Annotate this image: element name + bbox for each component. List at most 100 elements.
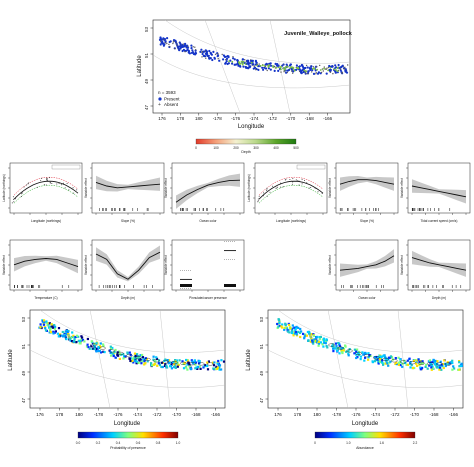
probability-map-x-ticks: 176 178 180 -178 -176 -174 -172 -170 -168 -166: [36, 408, 220, 417]
abundance-cell: [436, 360, 439, 363]
panel-ylabel: Variable effect: [84, 178, 88, 198]
island-point: [284, 66, 287, 69]
island-point: [329, 66, 332, 69]
absent-point: [214, 53, 217, 55]
data-point: [73, 192, 75, 194]
island-point: [319, 69, 322, 71]
abundance-cell: [335, 349, 339, 352]
abundance-cell: [378, 358, 382, 361]
probability-cell: [109, 347, 113, 350]
abundance-cell: [297, 326, 300, 329]
data-point: [12, 196, 14, 198]
abundance-cell: [371, 361, 374, 364]
present-point: [312, 72, 316, 75]
island-point: [305, 70, 307, 73]
present-point: [205, 52, 208, 55]
probability-cell: [202, 366, 205, 369]
probability-colorbar-label: Probability of presence: [110, 446, 146, 450]
depth-colorbar-ticks: 0 100 200 300 400 500: [195, 146, 299, 150]
map-x-tick-label: 176: [36, 412, 44, 417]
probability-cell: [74, 335, 77, 339]
probability-cell: [188, 363, 191, 366]
absent-point: [283, 71, 285, 73]
panel-xlabel: Longitude (northings): [276, 219, 306, 223]
map-y-tick-label: 53: [259, 317, 264, 323]
present-point: [205, 50, 209, 53]
abundance-cell: [411, 366, 414, 370]
present-point: [216, 55, 219, 58]
probability-cell: [90, 340, 93, 343]
depth-colorbar-tick-label: 0: [195, 146, 197, 150]
partial-effect-panel: Slope (%) Variable effect: [328, 162, 399, 223]
map-x-tick-label: -166: [449, 412, 459, 417]
abundance-cell: [451, 361, 454, 365]
abundance-cell: [432, 359, 435, 362]
island-point: [286, 65, 288, 68]
probability-cell: [97, 346, 100, 349]
abundance-cell: [397, 356, 400, 359]
probability-cell: [114, 348, 117, 352]
abundance-cell: [340, 349, 343, 352]
present-point: [226, 62, 229, 66]
probability-cell: [56, 332, 59, 335]
partial-effect-panel: Slope (%) Variable effect: [84, 162, 165, 223]
probability-cell: [160, 361, 163, 364]
abundance-cell: [442, 363, 445, 366]
abundance-cell: [291, 324, 294, 327]
abundance-cell: [387, 364, 390, 367]
abundance-cell: [323, 341, 326, 344]
abundance-cell: [347, 354, 350, 357]
probability-cell: [174, 366, 177, 369]
abundance-cell: [449, 361, 452, 364]
smooth-line: [13, 180, 79, 200]
present-point: [254, 59, 257, 63]
abundance-cell: [399, 364, 402, 367]
data-point: [266, 195, 268, 197]
abundance-cell: [452, 365, 455, 368]
colorbar-tick-label: 0.4: [116, 441, 121, 445]
present-point: [241, 58, 244, 61]
legend-absent-marker: +: [158, 102, 161, 108]
present-point: [159, 36, 162, 39]
probability-cell: [157, 359, 161, 362]
abundance-cell: [305, 334, 308, 337]
present-point: [207, 54, 210, 57]
abundance-cell: [292, 334, 295, 337]
island-point: [263, 65, 266, 67]
island-point: [333, 68, 336, 71]
panel-xlabel: Ocean color: [358, 296, 376, 300]
abundance-cell: [337, 341, 340, 345]
probability-map-frame: [29, 309, 226, 409]
probability-cell: [220, 368, 223, 371]
abundance-cell: [298, 331, 302, 334]
probability-cell: [95, 350, 98, 353]
rug-block: [224, 284, 236, 287]
present-point: [309, 67, 313, 70]
probability-cell: [86, 343, 89, 346]
probability-cell: [186, 360, 189, 363]
island-outline: [427, 362, 434, 366]
data-point: [301, 178, 303, 180]
abundance-cell: [439, 366, 442, 369]
abundance-map-cells: [276, 318, 463, 371]
present-point: [194, 51, 197, 54]
effect-line: [13, 258, 79, 268]
present-point: [257, 68, 260, 71]
abundance-cell: [415, 362, 418, 365]
probability-cell: [178, 359, 181, 362]
abundance-cell: [453, 367, 456, 370]
probability-cell: [181, 360, 184, 363]
absent-point: [217, 53, 219, 55]
island-outline: [391, 359, 398, 363]
probability-cell: [43, 325, 46, 329]
top-map-x-tick-label: -172: [268, 116, 278, 121]
probability-cell: [198, 365, 201, 368]
depth-colorbar-tick-label: 400: [273, 146, 279, 150]
absent-point: [166, 42, 168, 45]
probability-cell: [93, 345, 96, 349]
probability-cell: [220, 359, 223, 362]
data-point: [297, 180, 299, 181]
abundance-cell: [312, 342, 315, 345]
abundance-cell: [416, 359, 419, 362]
probability-cell: [198, 362, 201, 365]
